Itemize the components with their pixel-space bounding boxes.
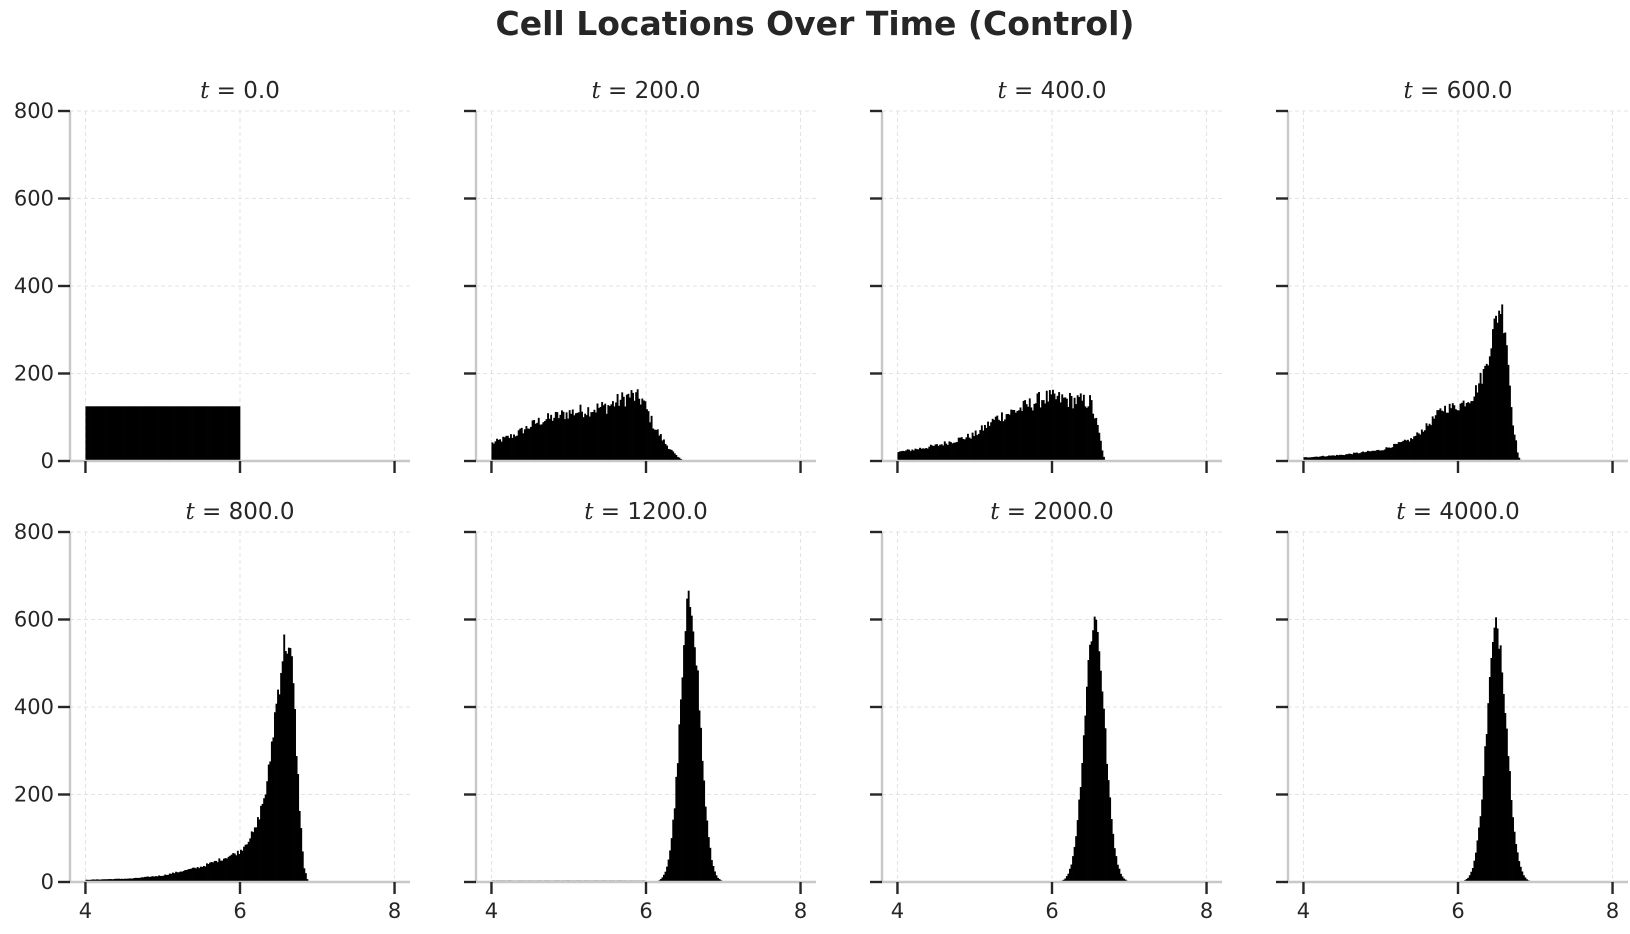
x-tick-label: 6 [1045,899,1058,923]
histogram-bars [1303,304,1521,461]
subplot-5: 4 6 8 0 200 400 600 800 t = 800.0 [14,499,410,923]
y-tick-label: 200 [14,783,54,807]
subplot-title: t = 0.0 [200,78,280,104]
subplot-6: 4 6 8 t = 1200.0 [464,499,816,923]
subplot-1: 0 200 400 600 800 t = 0.0 [14,78,410,473]
x-tick-label: 6 [639,899,652,923]
x-tick-label: 8 [1606,899,1619,923]
histogram-bars [491,389,685,461]
histogram-bars [85,406,240,461]
x-tick-label: 8 [794,899,807,923]
x-tick-label: 6 [233,899,246,923]
histogram-bars [1460,617,1535,882]
subplot-title: t = 600.0 [1404,78,1513,104]
histogram-bars [491,591,726,882]
y-tick-label: 400 [14,695,54,719]
y-tick-label: 600 [14,187,54,211]
figure-title: Cell Locations Over Time (Control) [0,4,1630,43]
x-tick-label: 8 [388,899,401,923]
y-tick-label: 0 [41,870,54,894]
x-tick-label: 8 [1200,899,1213,923]
y-tick-label: 600 [14,608,54,632]
histogram-bar [238,406,240,461]
subplot-title: t = 1200.0 [584,499,708,525]
y-tick-label: 0 [41,449,54,473]
x-tick-label: 4 [891,899,904,923]
y-tick-label: 800 [14,520,54,544]
x-tick-label: 6 [1451,899,1464,923]
x-tick-label: 4 [485,899,498,923]
histogram-bars [897,390,1104,461]
x-tick-label: 4 [79,899,92,923]
subplot-2: t = 200.0 [464,78,816,473]
x-tick-label: 4 [1297,899,1310,923]
subplot-3: t = 400.0 [870,78,1222,473]
subplot-title: t = 200.0 [592,78,701,104]
subplot-7: 4 6 8 t = 2000.0 [870,499,1222,923]
subplot-4: t = 600.0 [1276,78,1628,473]
histogram-bars [85,635,308,882]
subplot-8: 4 6 8 t = 4000.0 [1276,499,1628,923]
y-tick-label: 800 [14,99,54,123]
subplot-title: t = 800.0 [186,499,295,525]
subplot-title: t = 4000.0 [1396,499,1520,525]
y-tick-label: 200 [14,362,54,386]
subplot-title: t = 2000.0 [990,499,1114,525]
subplot-title: t = 400.0 [998,78,1107,104]
y-tick-label: 400 [14,274,54,298]
histogram-bars [1037,617,1133,882]
